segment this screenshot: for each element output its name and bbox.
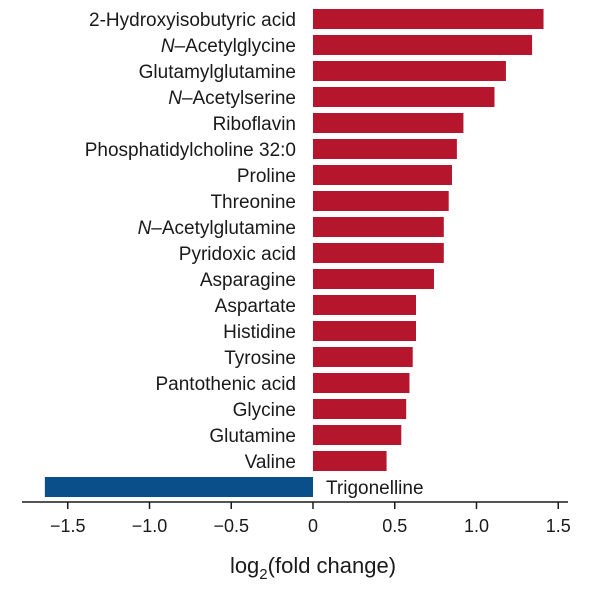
category-label: Valine	[245, 452, 296, 473]
category-label: Trigonelline	[326, 478, 424, 499]
bar-histidine	[313, 321, 417, 341]
bar-riboflavin	[313, 113, 464, 133]
x-axis: −1.5 −1.0 −0.5 0 0.5 1.0 1.5	[22, 501, 571, 536]
bar-glutamine	[313, 425, 402, 445]
bar-2-hydroxyisobutyric-acid	[313, 9, 544, 29]
bar-phosphatidylcholine-32-0	[313, 139, 457, 159]
x-tick-label: 1.5	[546, 516, 571, 536]
bar-pantothenic-acid	[313, 373, 410, 393]
category-label: Pantothenic acid	[156, 374, 297, 395]
category-label: Threonine	[210, 192, 296, 213]
bar-n-acetylglycine	[313, 35, 533, 55]
x-tick-label: 0.5	[382, 516, 407, 536]
x-tick-label: −1.5	[50, 516, 86, 536]
category-labels-group: 2-Hydroxyisobutyric acid N–Acetylglycine G…	[85, 10, 424, 499]
category-label: Glycine	[233, 400, 296, 421]
bar-glycine	[313, 399, 407, 419]
x-tick-label: −0.5	[213, 516, 249, 536]
category-label: N–Acetylglycine	[161, 36, 296, 57]
category-label: Proline	[237, 166, 296, 187]
bar-n-acetylserine	[313, 87, 495, 107]
category-label: Pyridoxic acid	[179, 244, 296, 265]
category-label: Riboflavin	[213, 114, 296, 135]
category-label: N–Acetylserine	[168, 88, 296, 109]
category-label: Histidine	[223, 322, 296, 343]
bar-valine	[313, 451, 387, 471]
bar-glutamylglutamine	[313, 61, 506, 81]
category-label: Asparagine	[200, 270, 296, 291]
category-label: Glutamylglutamine	[139, 62, 296, 83]
bar-trigonelline	[44, 477, 314, 497]
category-label: Aspartate	[215, 296, 296, 317]
bar-pyridoxic-acid	[313, 243, 444, 263]
bar-threonine	[313, 191, 449, 211]
category-label: 2-Hydroxyisobutyric acid	[89, 10, 296, 31]
bar-n-acetylglutamine	[313, 217, 444, 237]
category-label: Tyrosine	[224, 348, 296, 369]
category-label: Phosphatidylcholine 32:0	[85, 140, 296, 161]
bar-aspartate	[313, 295, 417, 315]
x-tick-label: −1.0	[132, 516, 168, 536]
bar-tyrosine	[313, 347, 413, 367]
x-axis-title: log2(fold change)	[230, 553, 396, 583]
bar-asparagine	[313, 269, 434, 289]
x-tick-label: 0	[308, 516, 318, 536]
x-tick-label: 1.0	[464, 516, 489, 536]
bar-proline	[313, 165, 452, 185]
category-label: Glutamine	[209, 426, 296, 447]
category-label: N–Acetylglutamine	[138, 218, 296, 239]
bars-group	[44, 9, 544, 497]
